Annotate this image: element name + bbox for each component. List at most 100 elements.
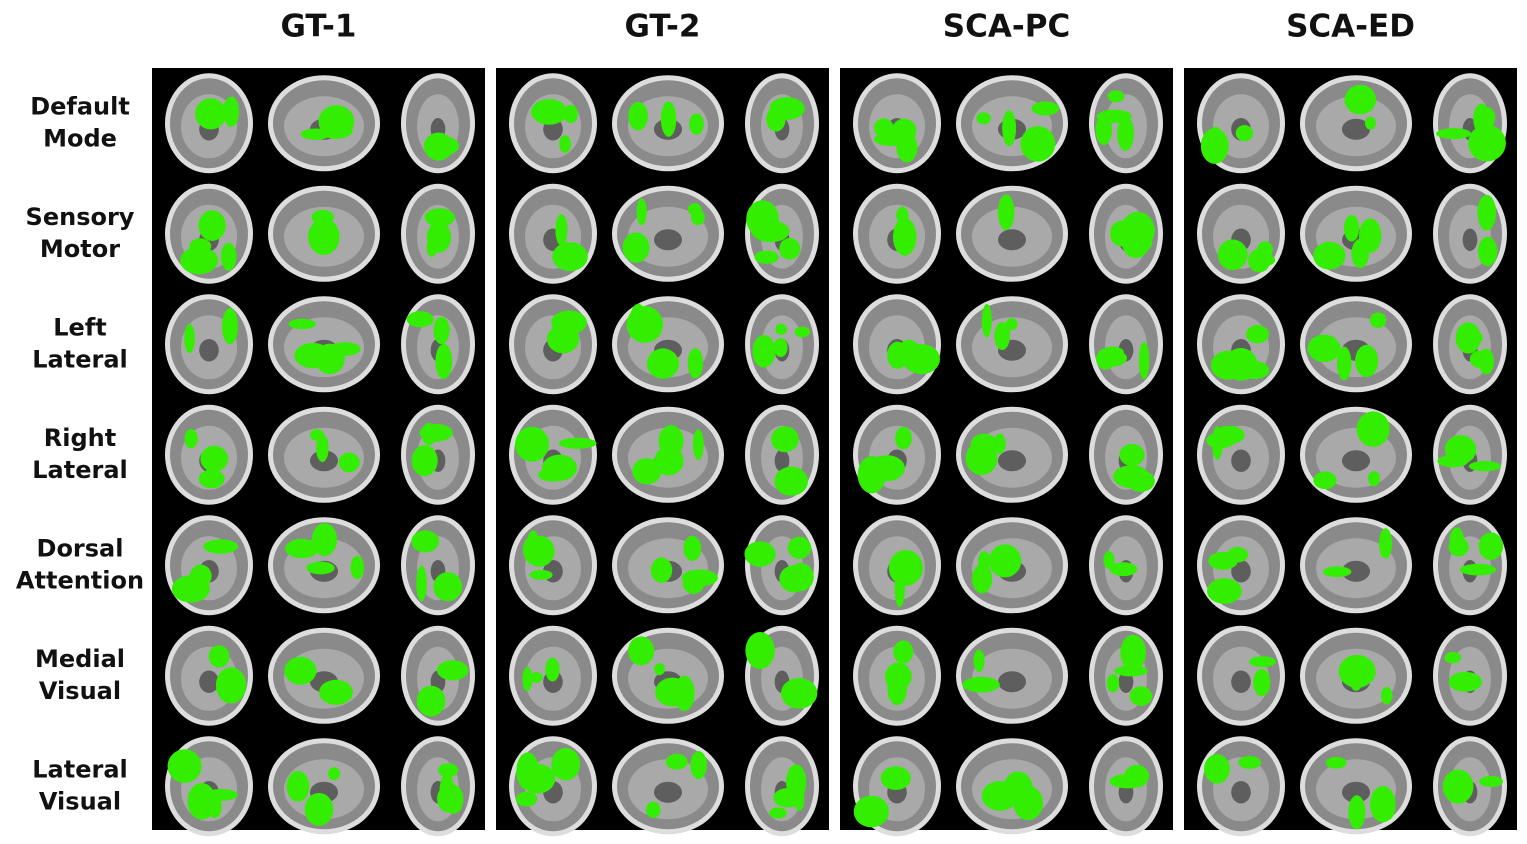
activation	[1031, 101, 1060, 116]
activation	[284, 656, 317, 685]
activation	[433, 572, 463, 602]
row-label: Left	[53, 313, 106, 341]
row-label: Lateral	[32, 456, 128, 484]
activation	[542, 454, 578, 481]
brain-core	[998, 450, 1026, 472]
activation	[994, 322, 1011, 351]
activation	[1204, 754, 1230, 784]
activation	[1005, 318, 1018, 331]
activation	[1096, 109, 1132, 123]
activation	[421, 422, 438, 446]
brain-row	[509, 183, 819, 284]
row-label: Motor	[40, 235, 120, 263]
brain-row	[1197, 73, 1507, 174]
row-label: Medial	[35, 645, 125, 673]
brain-row	[1197, 736, 1507, 837]
activation	[1121, 227, 1150, 259]
activation	[665, 753, 688, 770]
activation	[288, 318, 316, 330]
brain-core	[998, 671, 1026, 693]
brain-core	[654, 781, 682, 803]
activation	[976, 112, 991, 125]
activation	[515, 426, 550, 462]
activation	[318, 105, 355, 138]
activation	[1109, 562, 1138, 577]
activation	[690, 751, 707, 780]
brain-row	[1197, 515, 1507, 616]
brain-row	[509, 294, 819, 395]
activation	[873, 118, 894, 138]
activation	[524, 535, 555, 567]
activation	[215, 667, 247, 704]
activation	[1349, 664, 1363, 691]
activation	[970, 433, 998, 456]
activation	[1235, 124, 1254, 142]
activation	[1351, 238, 1370, 269]
brain-row	[1197, 294, 1507, 395]
activation	[1477, 194, 1497, 231]
activation	[754, 250, 779, 264]
row-label: Visual	[39, 787, 121, 815]
brain-row	[165, 515, 475, 616]
activation	[555, 214, 568, 246]
activation	[311, 523, 338, 557]
row-label: Attention	[16, 566, 144, 594]
activation	[522, 666, 533, 692]
activation	[1240, 361, 1270, 380]
activation	[1325, 756, 1347, 769]
activation	[552, 242, 588, 272]
brain-row	[509, 73, 819, 174]
activation	[187, 783, 217, 820]
activation	[646, 348, 680, 379]
activation	[973, 649, 985, 672]
activation	[1343, 214, 1360, 242]
activation	[997, 194, 1015, 231]
activation	[1002, 110, 1017, 147]
activation	[198, 210, 226, 241]
activation	[411, 445, 438, 477]
activation	[1207, 578, 1242, 604]
column-title: GT-2	[625, 9, 701, 45]
column-title: SCA-PC	[943, 9, 1070, 45]
activation	[558, 437, 597, 449]
brain-core	[654, 229, 682, 251]
activation	[516, 752, 540, 790]
brain-core	[1231, 781, 1251, 804]
activation	[327, 767, 341, 781]
activation	[1380, 789, 1396, 821]
activation	[1106, 674, 1120, 693]
activation	[1208, 126, 1224, 164]
activation	[285, 538, 319, 559]
brain-core	[199, 670, 219, 693]
activation	[978, 551, 991, 570]
row-label: Mode	[43, 124, 117, 152]
activation	[769, 807, 787, 819]
activation	[319, 679, 353, 705]
activation	[1469, 350, 1489, 368]
activation	[529, 569, 553, 580]
brain-row	[853, 404, 1163, 505]
activation	[650, 557, 673, 583]
activation	[559, 135, 571, 153]
activation	[632, 458, 662, 485]
column-title: GT-1	[281, 9, 357, 45]
activation	[1379, 528, 1393, 559]
activation	[691, 209, 705, 226]
activation	[1356, 411, 1390, 447]
activation	[200, 445, 229, 472]
activation	[629, 303, 647, 341]
brain-row	[853, 625, 1163, 726]
activation	[888, 550, 923, 586]
activation	[660, 101, 677, 137]
activation	[316, 434, 329, 463]
activation	[551, 310, 587, 335]
brain-row	[853, 183, 1163, 284]
brain-row	[509, 736, 819, 837]
activation	[687, 348, 704, 379]
activation	[1448, 671, 1483, 692]
row-label: Lateral	[32, 755, 128, 783]
activation	[184, 429, 198, 449]
activation	[436, 660, 469, 681]
activation	[1468, 124, 1506, 162]
